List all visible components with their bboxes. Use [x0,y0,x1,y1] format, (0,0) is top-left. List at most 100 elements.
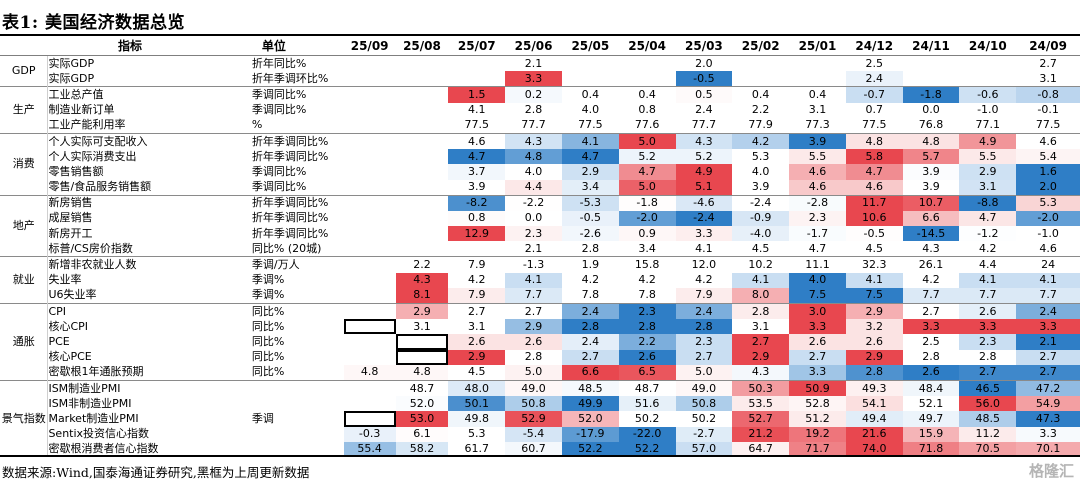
table-row: PCE 同比% 2.6 2.6 2.4 2.2 2.3 2.7 2.6 2.6 2.5 2.3 2.1 [0,334,1080,350]
value-cell: 4.3 [395,272,449,288]
value-cell [562,71,619,87]
value-cell: 2.0 [695,56,713,70]
value-cell: 4.6 [845,179,903,196]
table-row: 失业率 季调% 4.3 4.2 4.1 4.2 4.2 4.2 4.1 4.0 4.1 4.2 4.1 4… [0,272,1080,288]
indicator-name: 失业率 [48,273,82,287]
value-cell: 3.3 [505,71,562,87]
value-cell [396,164,449,179]
unit-label: 同比% [251,334,285,348]
value-cell: 5.0 [618,132,676,150]
table-row: U6失业率 季调% 8.1 7.9 7.7 7.8 7.8 7.9 8.0 7.5 7.5 7.7 7.… [0,287,1080,304]
value-cell: 4.2 [732,132,790,150]
value-cell [619,56,676,72]
value-cell [448,56,505,72]
unit-label [252,427,344,442]
table-row: 密歇根1年通胀预期 同比% 4.8 4.8 4.5 5.0 6.6 6.5 5.0 4.3 3.3 2… [0,364,1080,381]
value-cell: 2.5 [902,334,960,350]
value-cell: 4.7 [808,241,827,255]
value-cell: 77.1 [975,118,1001,132]
value-cell: 77.5 [861,118,887,132]
value-cell [343,132,396,150]
value-cell: 71.8 [902,441,960,457]
value-cell: 3.3 [959,319,1017,335]
value-cell [448,241,505,257]
value-cell: -4.0 [732,226,790,242]
value-cell: -14.5 [902,226,960,242]
unit-label: 折年季调同比% [251,226,329,240]
value-cell: 70.5 [959,441,1017,457]
indicator-name: 核心PCE [48,350,92,364]
value-cell: 54.9 [1016,396,1080,412]
value-cell: 4.1 [695,241,713,255]
value-cell: 2.8 [505,349,562,365]
value-cell: 4.1 [505,272,562,288]
value-cell: -2.4 [732,194,790,211]
value-cell: 2.8 [902,349,960,365]
value-cell: 2.7 [902,303,960,320]
value-cell [396,118,449,134]
value-cell [343,411,396,427]
value-cell: 2.9 [561,164,619,180]
value-cell: 5.3 [448,426,506,442]
value-cell: 21.2 [732,426,790,442]
value-cell: 2.8 [618,319,676,335]
value-cell [344,103,396,118]
value-cell: -5.4 [505,426,562,442]
value-cell: 52.2 [618,441,676,457]
value-cell: 70.1 [1016,441,1080,457]
value-cell: 2.4 [561,303,619,320]
table-row: Market制造业PMI 季调 53.0 49.8 52.9 52.0 50.2 50.2 52… [0,411,1080,427]
value-cell [344,273,396,288]
value-cell: 26.1 [902,256,960,273]
value-cell: 4.0 [732,164,790,180]
category-label: GDP [0,55,49,87]
value-cell: 7.9 [448,256,506,273]
value-cell: 60.7 [505,441,562,457]
indicator-name: 工业总产值 [47,86,252,103]
value-cell: 2.8 [959,349,1017,365]
value-cell: 3.2 [845,319,903,335]
value-cell: 53.5 [732,396,790,412]
value-cell [395,334,449,350]
value-cell: 77.6 [634,118,660,132]
value-cell: 49.0 [675,379,733,397]
economic-data-table: 指标 单位 25/09 25/08 25/07 25/06 25/05 25/0… [0,36,1080,457]
value-cell [396,103,449,118]
value-cell: 7.8 [561,287,619,304]
value-cell: -2.0 [618,210,676,227]
value-cell: 74.0 [845,441,903,457]
value-cell: 0.4 [561,86,619,103]
header-month: 25/08 [395,36,449,56]
value-cell: 2.8 [732,303,790,320]
value-cell [344,164,396,179]
value-cell: 4.2 [979,241,997,255]
value-cell: 2.7 [448,303,506,320]
value-cell [343,194,396,211]
value-cell: 4.2 [675,272,733,288]
category-label: 就业 [0,256,49,304]
value-cell: 2.3 [959,334,1017,350]
value-cell: 3.4 [638,241,656,255]
value-cell: 49.9 [561,396,619,412]
value-cell: 2.4 [695,103,713,117]
value-cell: 0.4 [732,86,790,103]
value-cell: -1.0 [1016,226,1080,242]
value-cell [396,241,449,257]
value-cell [396,71,449,87]
value-cell: 3.3 [789,319,846,335]
table-row: ISM非制造业PMI 52.0 50.1 50.8 49.9 51.6 50.8 53.5 52… [0,396,1080,412]
value-cell [396,56,449,72]
value-cell: -1.8 [902,86,960,103]
value-cell: 1.5 [448,86,506,103]
value-cell: 49.8 [448,411,506,427]
value-cell [789,56,846,72]
value-cell: 2.9 [959,164,1017,180]
value-cell: 4.1 [845,272,903,288]
value-cell: 4.6 [1039,241,1057,255]
value-cell: 71.7 [789,441,846,457]
value-cell: 2.8 [524,103,543,117]
value-cell: 4.3 [922,241,940,255]
value-cell: 50.8 [505,396,562,412]
value-cell: 4.0 [789,272,846,288]
header-month: 25/05 [561,36,619,56]
